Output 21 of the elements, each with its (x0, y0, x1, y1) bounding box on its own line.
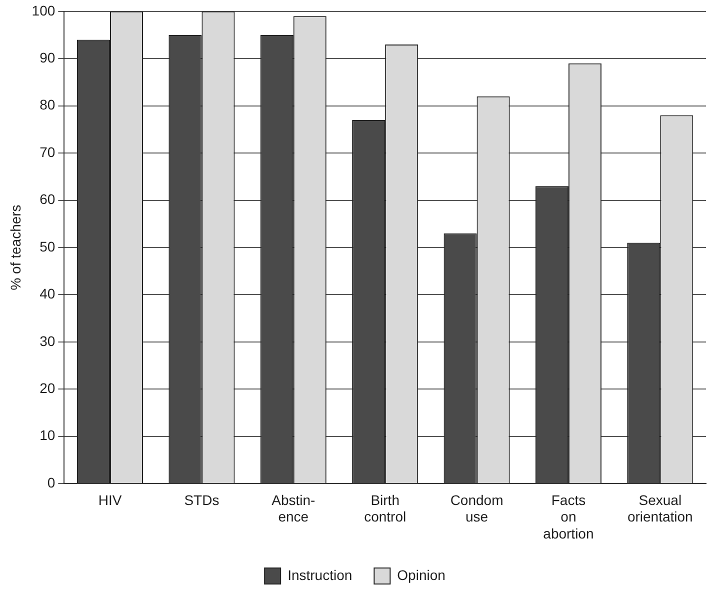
y-tick-label: 20 (40, 380, 56, 396)
x-tick-label: Birth control (364, 492, 406, 525)
x-tick-label: HIV (98, 492, 122, 508)
x-tick-label: STDs (184, 492, 220, 508)
y-tick-label: 80 (40, 96, 56, 113)
y-tick-label: 10 (40, 427, 56, 444)
x-tick-label: Abstin- ence (272, 492, 316, 525)
x-tick-label: Sexual orientation (627, 492, 693, 525)
y-tick-label: 50 (40, 238, 56, 254)
y-tick-label: 90 (40, 49, 56, 66)
y-tick-label: 0 (47, 474, 56, 490)
y-tick-label: 60 (40, 191, 56, 208)
y-tick-label: 70 (40, 144, 56, 160)
y-tick-label: 100 (32, 2, 56, 18)
legend-label: Opinion (397, 566, 446, 583)
x-tick-label: Facts on abortion (543, 492, 594, 542)
y-axis-title: % of teachers (7, 204, 24, 290)
y-tick-label: 30 (40, 332, 56, 349)
legend-label: Instruction (288, 566, 352, 583)
y-tick-label: 40 (40, 286, 56, 302)
x-tick-label: Condom use (450, 492, 504, 525)
